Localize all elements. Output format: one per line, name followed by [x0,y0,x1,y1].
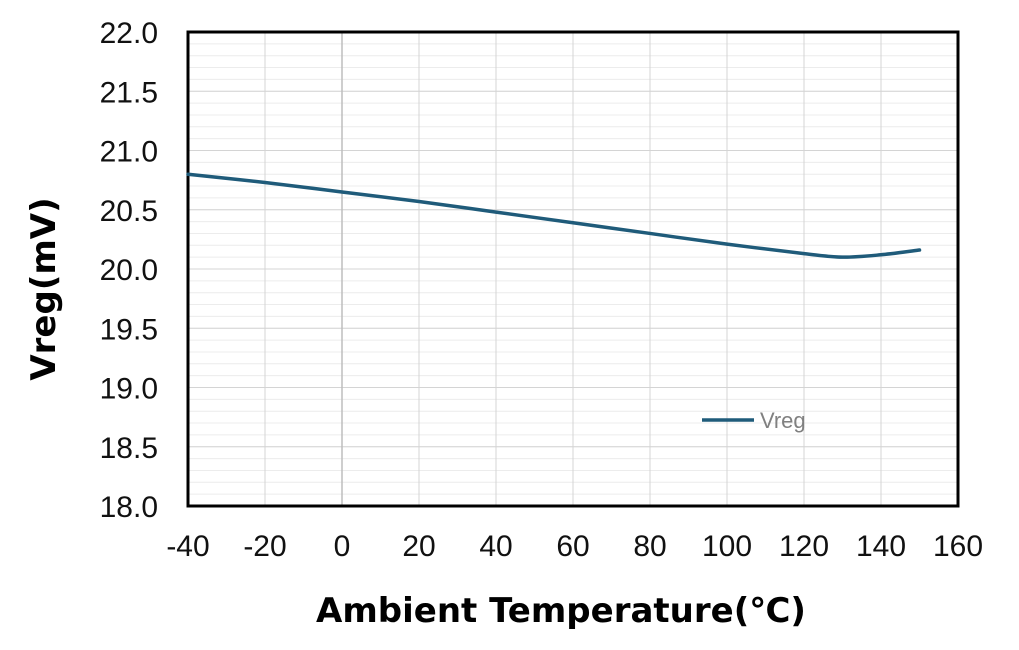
x-tick-label: 40 [479,530,512,563]
legend: Vreg [702,408,806,433]
legend-label: Vreg [760,408,806,433]
x-tick-label: -40 [166,530,209,563]
x-tick-label: 80 [633,530,666,563]
y-tick-label: 18.0 [100,491,158,524]
x-tick-label: 160 [933,530,983,563]
y-tick-label: 19.0 [100,373,158,406]
x-tick-label: 0 [334,530,351,563]
y-axis-tick-labels: 22.0 21.5 21.0 20.5 20.0 19.5 19.0 18.5 18.0 [100,17,158,524]
x-tick-label: 20 [402,530,435,563]
y-tick-label: 20.5 [100,195,158,228]
x-tick-label: 100 [702,530,752,563]
x-tick-label: 120 [779,530,829,563]
y-tick-label: 21.0 [100,136,158,169]
y-axis-title: Vreg(mV) [24,197,64,380]
y-tick-label: 22.0 [100,17,158,50]
y-tick-label: 21.5 [100,76,158,109]
plot-area-frame [186,30,960,508]
x-tick-label: 60 [556,530,589,563]
series-layer [186,172,922,259]
x-axis-tick-labels: -40 -20 0 20 40 60 80 100 120 140 160 [166,530,983,563]
y-tick-label: 18.5 [100,432,158,465]
x-axis-title: Ambient Temperature(℃) [316,591,806,631]
x-tick-label: -20 [243,530,286,563]
y-tick-label: 19.5 [100,313,158,346]
series-line-vreg [186,172,922,259]
y-tick-label: 20.0 [100,254,158,287]
x-tick-label: 140 [856,530,906,563]
